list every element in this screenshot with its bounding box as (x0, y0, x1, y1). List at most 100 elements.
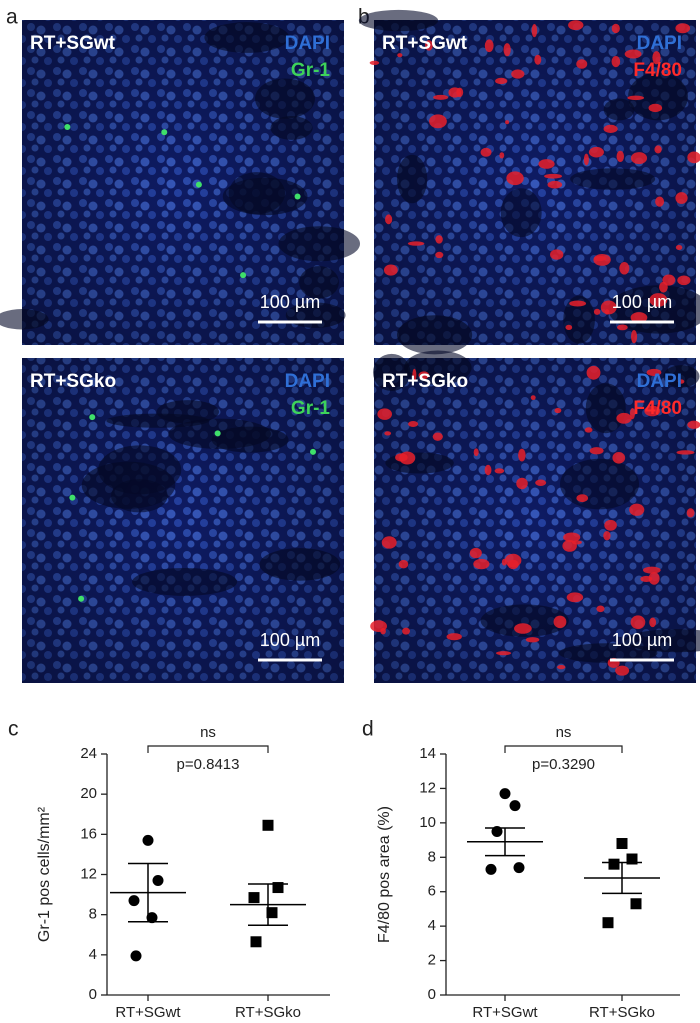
f480-cell (675, 192, 688, 204)
x-tick-label: RT+SGwt (472, 1004, 538, 1021)
f480-cell (649, 293, 668, 307)
f480-cell (516, 477, 528, 490)
y-tick-label: 8 (428, 848, 436, 865)
f480-cell (538, 159, 555, 169)
x-tick-label: RT+SGko (589, 1004, 655, 1021)
p-value: p=0.3290 (532, 756, 595, 773)
y-tick-label: 2 (428, 952, 436, 969)
f480-cell (418, 371, 430, 380)
f480-cell (584, 427, 593, 433)
f480-cell (677, 379, 685, 384)
f480-cell (687, 420, 700, 429)
f480-cell (518, 448, 526, 462)
y-tick-label: 14 (419, 745, 436, 762)
f480-cell (568, 20, 584, 31)
f480-cell (505, 120, 510, 125)
f480-cell (370, 620, 387, 632)
f480-cell (530, 395, 536, 401)
f480-cell (544, 173, 563, 179)
f480-cell (687, 151, 700, 164)
f480-cell (648, 103, 663, 113)
f480-cell (506, 171, 524, 186)
vignette (374, 20, 696, 345)
f480-cell (627, 95, 645, 101)
p-value: p=0.8413 (177, 756, 240, 773)
vignette (22, 20, 344, 345)
f480-cell (675, 244, 683, 251)
image-title: RT+SGwt (382, 33, 468, 54)
f480-cell (615, 665, 630, 676)
f480-cell (655, 196, 665, 207)
f480-cell (619, 262, 630, 275)
gr1-cell (64, 124, 71, 131)
f480-cell (642, 566, 661, 574)
f480-cell (503, 43, 511, 57)
f480-cell (630, 312, 648, 323)
significance-bracket (504, 745, 623, 753)
f480-cell (550, 249, 564, 260)
f480-cell (402, 627, 410, 635)
f480-cell (586, 365, 601, 380)
f480-cell (603, 124, 618, 133)
f480-cell (547, 180, 563, 189)
data-point (485, 863, 497, 875)
panel-label: c (8, 718, 19, 741)
scale-label: 100 µm (260, 292, 320, 312)
data-point (509, 800, 521, 812)
f480-cell (589, 447, 604, 455)
data-point (608, 858, 620, 870)
stain-label: Gr-1 (291, 60, 331, 81)
y-tick-label: 10 (419, 814, 436, 831)
f480-cell (425, 40, 433, 51)
f480-cell (511, 69, 525, 79)
f480-cell (525, 637, 540, 643)
f480-cell (565, 324, 573, 331)
f480-cell (495, 77, 508, 85)
f480-cell (435, 235, 443, 244)
scale-label: 100 µm (612, 630, 672, 650)
data-point (266, 907, 278, 919)
image-title: RT+SGko (382, 371, 468, 392)
f480-cell (588, 146, 604, 158)
data-point (130, 950, 142, 962)
data-point (626, 853, 638, 865)
f480-cell (554, 407, 562, 414)
significance-bracket (147, 745, 269, 753)
f480-cell (480, 147, 492, 157)
f480-cell (629, 503, 645, 516)
f480-cell (649, 617, 657, 628)
f480-cell (385, 214, 393, 225)
stain-label: F4/80 (633, 60, 682, 81)
f480-cell (675, 23, 691, 34)
f480-cell (604, 519, 617, 531)
gr1-cell (89, 414, 96, 421)
f480-cell (397, 53, 403, 58)
image-title: RT+SGwt (30, 33, 116, 54)
y-axis-label: F4/80 pos area (%) (376, 806, 393, 943)
f480-cell (676, 450, 695, 455)
gr1-cell (78, 595, 85, 602)
y-tick-label: 16 (80, 825, 97, 842)
data-point (602, 917, 614, 929)
f480-cell (446, 633, 462, 641)
f480-cell (432, 432, 443, 441)
f480-cell (616, 412, 632, 424)
data-point (272, 882, 284, 894)
y-tick-label: 8 (89, 906, 97, 923)
f480-cell (494, 468, 505, 474)
f480-cell (611, 23, 620, 34)
f480-cell (469, 547, 482, 559)
f480-cell (501, 558, 507, 566)
y-tick-label: 4 (89, 946, 97, 963)
f480-cell (624, 49, 642, 59)
y-tick-label: 20 (80, 785, 97, 802)
f480-cell (484, 39, 494, 53)
gr1-cell (310, 448, 317, 455)
f480-cell (495, 651, 512, 656)
f480-cell (569, 300, 587, 307)
f480-cell (384, 431, 392, 436)
y-axis-label: Gr-1 pos cells/mm² (36, 806, 53, 942)
f480-cell (514, 623, 532, 634)
f480-cell (473, 558, 490, 570)
f480-cell (630, 152, 648, 165)
